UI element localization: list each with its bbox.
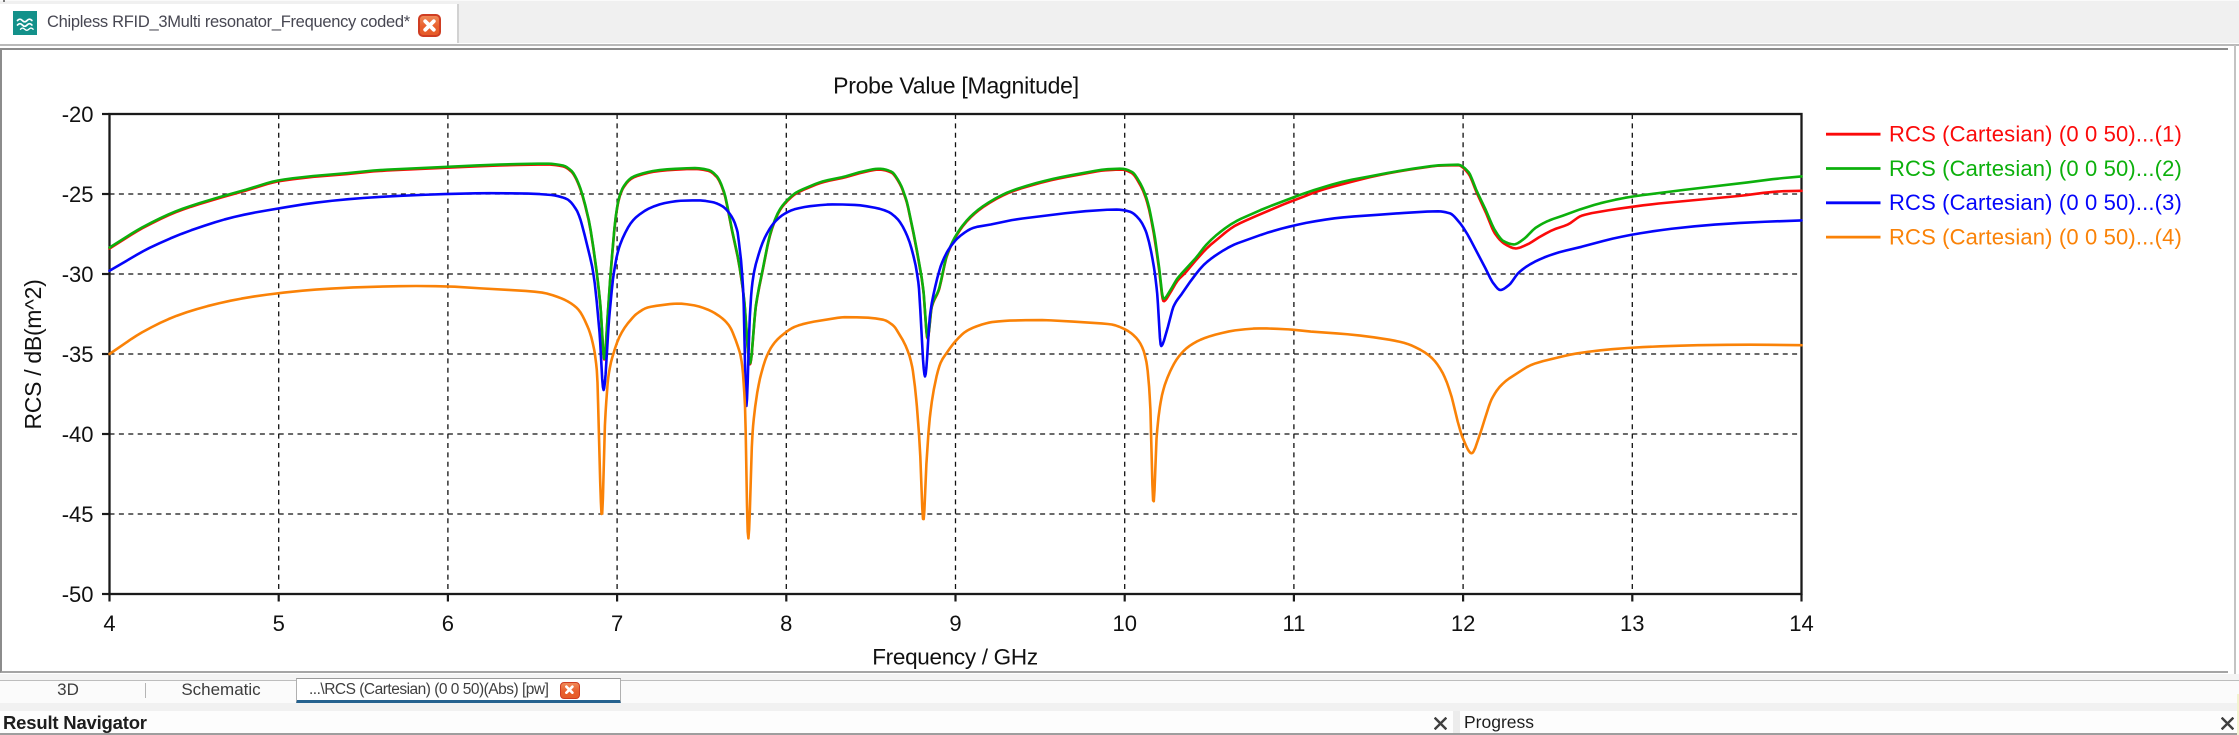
svg-text:RCS (Cartesian) (0 0 50)...(1): RCS (Cartesian) (0 0 50)...(1) bbox=[1889, 122, 2182, 147]
svg-text:5: 5 bbox=[273, 611, 285, 636]
svg-text:11: 11 bbox=[1282, 611, 1305, 636]
svg-text:Frequency / GHz: Frequency / GHz bbox=[872, 645, 1038, 670]
svg-text:4: 4 bbox=[103, 611, 115, 636]
svg-text:-50: -50 bbox=[62, 582, 94, 607]
svg-text:-25: -25 bbox=[62, 182, 94, 207]
svg-text:9: 9 bbox=[949, 611, 961, 636]
svg-text:-40: -40 bbox=[62, 422, 94, 447]
svg-text:-30: -30 bbox=[62, 262, 94, 287]
svg-text:10: 10 bbox=[1112, 611, 1136, 636]
svg-text:RCS (Cartesian) (0 0 50)...(3): RCS (Cartesian) (0 0 50)...(3) bbox=[1889, 190, 2182, 215]
svg-text:RCS (Cartesian) (0 0 50)...(4): RCS (Cartesian) (0 0 50)...(4) bbox=[1889, 225, 2182, 250]
svg-text:13: 13 bbox=[1620, 611, 1644, 636]
svg-text:14: 14 bbox=[1789, 611, 1813, 636]
svg-text:8: 8 bbox=[780, 611, 792, 636]
svg-text:Probe Value [Magnitude]: Probe Value [Magnitude] bbox=[833, 73, 1079, 99]
svg-text:6: 6 bbox=[442, 611, 454, 636]
svg-text:12: 12 bbox=[1451, 611, 1475, 636]
svg-text:RCS (Cartesian) (0 0 50)...(2): RCS (Cartesian) (0 0 50)...(2) bbox=[1889, 156, 2182, 181]
svg-text:7: 7 bbox=[611, 611, 623, 636]
svg-text:-35: -35 bbox=[62, 342, 94, 367]
svg-text:-45: -45 bbox=[62, 502, 94, 527]
svg-text:RCS / dB(m^2): RCS / dB(m^2) bbox=[20, 279, 46, 429]
svg-text:-20: -20 bbox=[62, 102, 94, 127]
